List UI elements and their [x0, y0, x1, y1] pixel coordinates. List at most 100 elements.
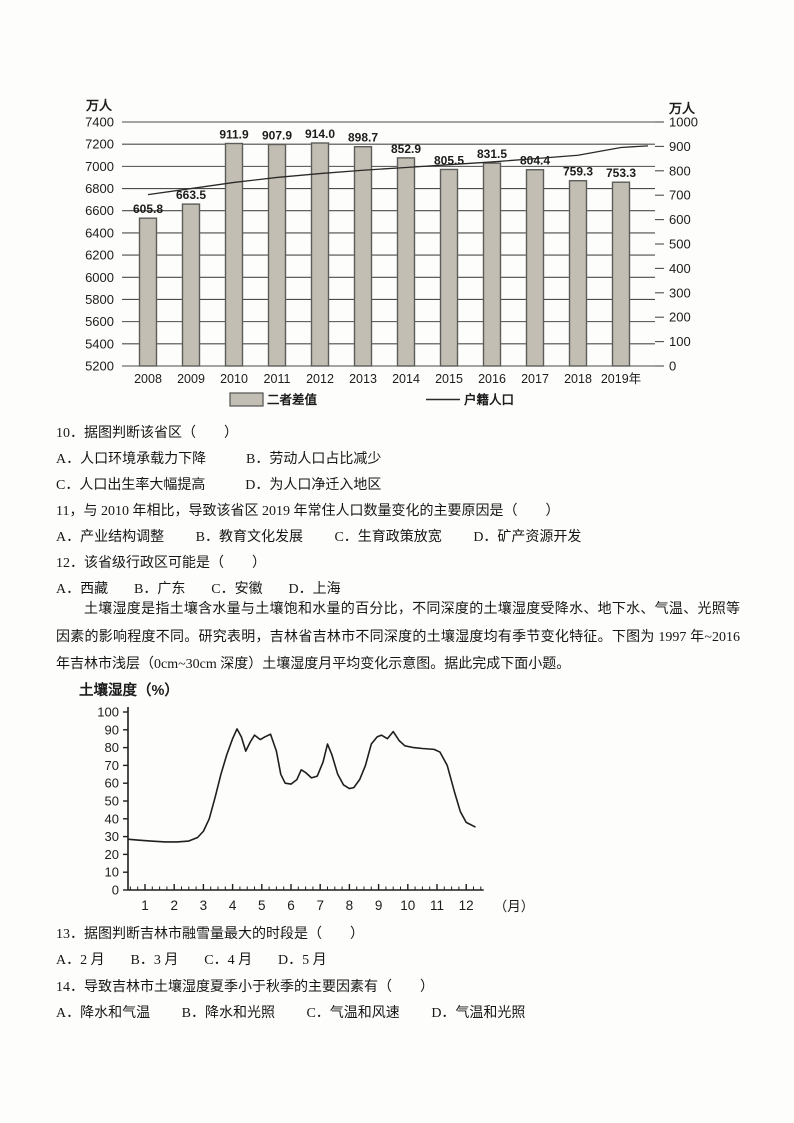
- left-axis-labels: 5200 5400 5600 5800 6000 6200 6400 6600 6800 7000…: [85, 98, 114, 374]
- svg-text:5800: 5800: [85, 292, 114, 307]
- question-12-options: A．西藏 B．广东 C．安徽 D．上海: [56, 579, 756, 601]
- option-11-c: C．生育政策放宽: [334, 530, 442, 545]
- option-13-b: B．3 月: [130, 953, 179, 968]
- svg-text:400: 400: [669, 261, 691, 276]
- svg-text:898.7: 898.7: [348, 131, 378, 145]
- svg-text:100: 100: [97, 705, 119, 720]
- svg-text:6200: 6200: [85, 248, 114, 263]
- svg-text:2009: 2009: [177, 372, 205, 386]
- option-13-c: C．4 月: [204, 953, 253, 968]
- svg-text:2014: 2014: [392, 372, 420, 386]
- svg-text:2: 2: [170, 898, 178, 913]
- svg-text:9: 9: [375, 898, 383, 913]
- svg-text:605.8: 605.8: [133, 202, 163, 216]
- svg-text:7: 7: [316, 898, 324, 913]
- svg-text:10: 10: [400, 898, 415, 913]
- svg-text:0: 0: [669, 359, 676, 374]
- option-14-d: D．气温和光照: [431, 1006, 526, 1021]
- line-series: [147, 145, 649, 196]
- svg-text:2012: 2012: [306, 372, 334, 386]
- svg-text:40: 40: [105, 811, 119, 826]
- x-axis-ticks: [129, 884, 482, 890]
- question-10-stem: 10．据图判断该省区（ ）: [56, 426, 238, 441]
- svg-text:6400: 6400: [85, 225, 114, 240]
- svg-text:100: 100: [669, 334, 691, 349]
- svg-text:5200: 5200: [85, 359, 114, 374]
- svg-text:6: 6: [287, 898, 295, 913]
- svg-text:90: 90: [105, 722, 119, 737]
- svg-text:900: 900: [669, 139, 691, 154]
- svg-text:914.0: 914.0: [305, 127, 335, 141]
- svg-text:2015: 2015: [435, 372, 463, 386]
- svg-text:2010: 2010: [220, 372, 248, 386]
- question-11-stem: 11，与 2010 年相比，导致该省区 2019 年常住人口数量变化的主要原因是…: [56, 504, 560, 519]
- option-13-a: A．2 月: [56, 953, 105, 968]
- svg-text:50: 50: [105, 794, 119, 809]
- svg-text:753.3: 753.3: [606, 166, 636, 180]
- svg-text:30: 30: [105, 829, 119, 844]
- question-14-options: A．降水和气温 B．降水和光照 C．气温和风速 D．气温和光照: [56, 1003, 756, 1025]
- svg-text:80: 80: [105, 740, 119, 755]
- svg-text:831.5: 831.5: [477, 147, 507, 161]
- x-axis-labels: 1 2 3 4 5 6 7 8 9 10 11 12 （月）: [141, 898, 534, 914]
- legend: 二者差值 户籍人口: [229, 392, 514, 407]
- legend-line-label: 户籍人口: [464, 392, 514, 407]
- svg-text:7000: 7000: [85, 159, 114, 174]
- option-12-c: C．安徽: [211, 582, 263, 597]
- svg-text:6800: 6800: [85, 181, 114, 196]
- svg-text:300: 300: [669, 285, 691, 300]
- svg-text:7200: 7200: [85, 137, 114, 152]
- svg-text:6600: 6600: [85, 203, 114, 218]
- svg-text:911.9: 911.9: [219, 127, 249, 141]
- svg-text:3: 3: [200, 898, 208, 913]
- option-11-a: A．产业结构调整: [56, 530, 165, 545]
- option-10-a: A．人口环境承载力下降: [56, 452, 207, 467]
- svg-text:2008: 2008: [134, 372, 162, 386]
- option-12-d: D．上海: [288, 582, 341, 597]
- option-10-c: C．人口出生率大幅提高: [56, 478, 206, 493]
- x-axis-labels: 2008 2009 2010 2011 2012 2013 2014 2015 2016 2017…: [134, 372, 641, 386]
- svg-text:11: 11: [430, 898, 444, 913]
- moisture-curve: [128, 728, 476, 843]
- svg-text:600: 600: [669, 212, 691, 227]
- svg-text:60: 60: [105, 776, 119, 791]
- option-10-b: B．劳动人口占比减少: [246, 452, 382, 467]
- svg-text:0: 0: [112, 883, 119, 898]
- chart-title: 土壤湿度（%）: [79, 681, 179, 699]
- option-10-d: D．为人口净迁入地区: [245, 478, 382, 493]
- svg-text:10: 10: [105, 865, 119, 880]
- option-11-d: D．矿产资源开发: [473, 530, 582, 545]
- gridlines: [122, 121, 655, 367]
- svg-text:万人: 万人: [668, 101, 696, 116]
- svg-text:70: 70: [105, 758, 119, 773]
- option-13-d: D．5 月: [277, 953, 327, 968]
- svg-text:4: 4: [229, 898, 237, 913]
- svg-text:7400: 7400: [85, 115, 114, 130]
- axes: [127, 707, 484, 891]
- question-13-options: A．2 月 B．3 月 C．4 月 D．5 月: [56, 950, 756, 972]
- svg-text:800: 800: [669, 163, 691, 178]
- svg-text:土壤湿度（%）: 土壤湿度（%）: [79, 681, 179, 699]
- svg-text:6000: 6000: [85, 270, 114, 285]
- svg-text:2013: 2013: [349, 372, 377, 386]
- svg-text:1: 1: [141, 898, 149, 913]
- option-14-a: A．降水和气温: [56, 1006, 151, 1021]
- y-axis-labels: 0 10 20 30 40 50 60 70 80 90 100: [97, 705, 128, 898]
- svg-text:2017: 2017: [521, 372, 549, 386]
- legend-bar-swatch: [229, 392, 264, 407]
- question-12-stem: 12．该省级行政区可能是（ ）: [56, 556, 266, 571]
- option-12-a: A．西藏: [56, 582, 109, 597]
- option-12-b: B．广东: [134, 582, 186, 597]
- option-14-c: C．气温和风速: [306, 1006, 400, 1021]
- svg-text:852.9: 852.9: [391, 142, 421, 156]
- svg-text:5600: 5600: [85, 314, 114, 329]
- bars: [138, 142, 631, 367]
- svg-text:907.9: 907.9: [262, 128, 292, 142]
- svg-text:（月）: （月）: [494, 899, 534, 914]
- svg-text:759.3: 759.3: [563, 165, 593, 179]
- question-13-stem: 13．据图判断吉林市融雪量最大的时段是（ ）: [56, 927, 364, 942]
